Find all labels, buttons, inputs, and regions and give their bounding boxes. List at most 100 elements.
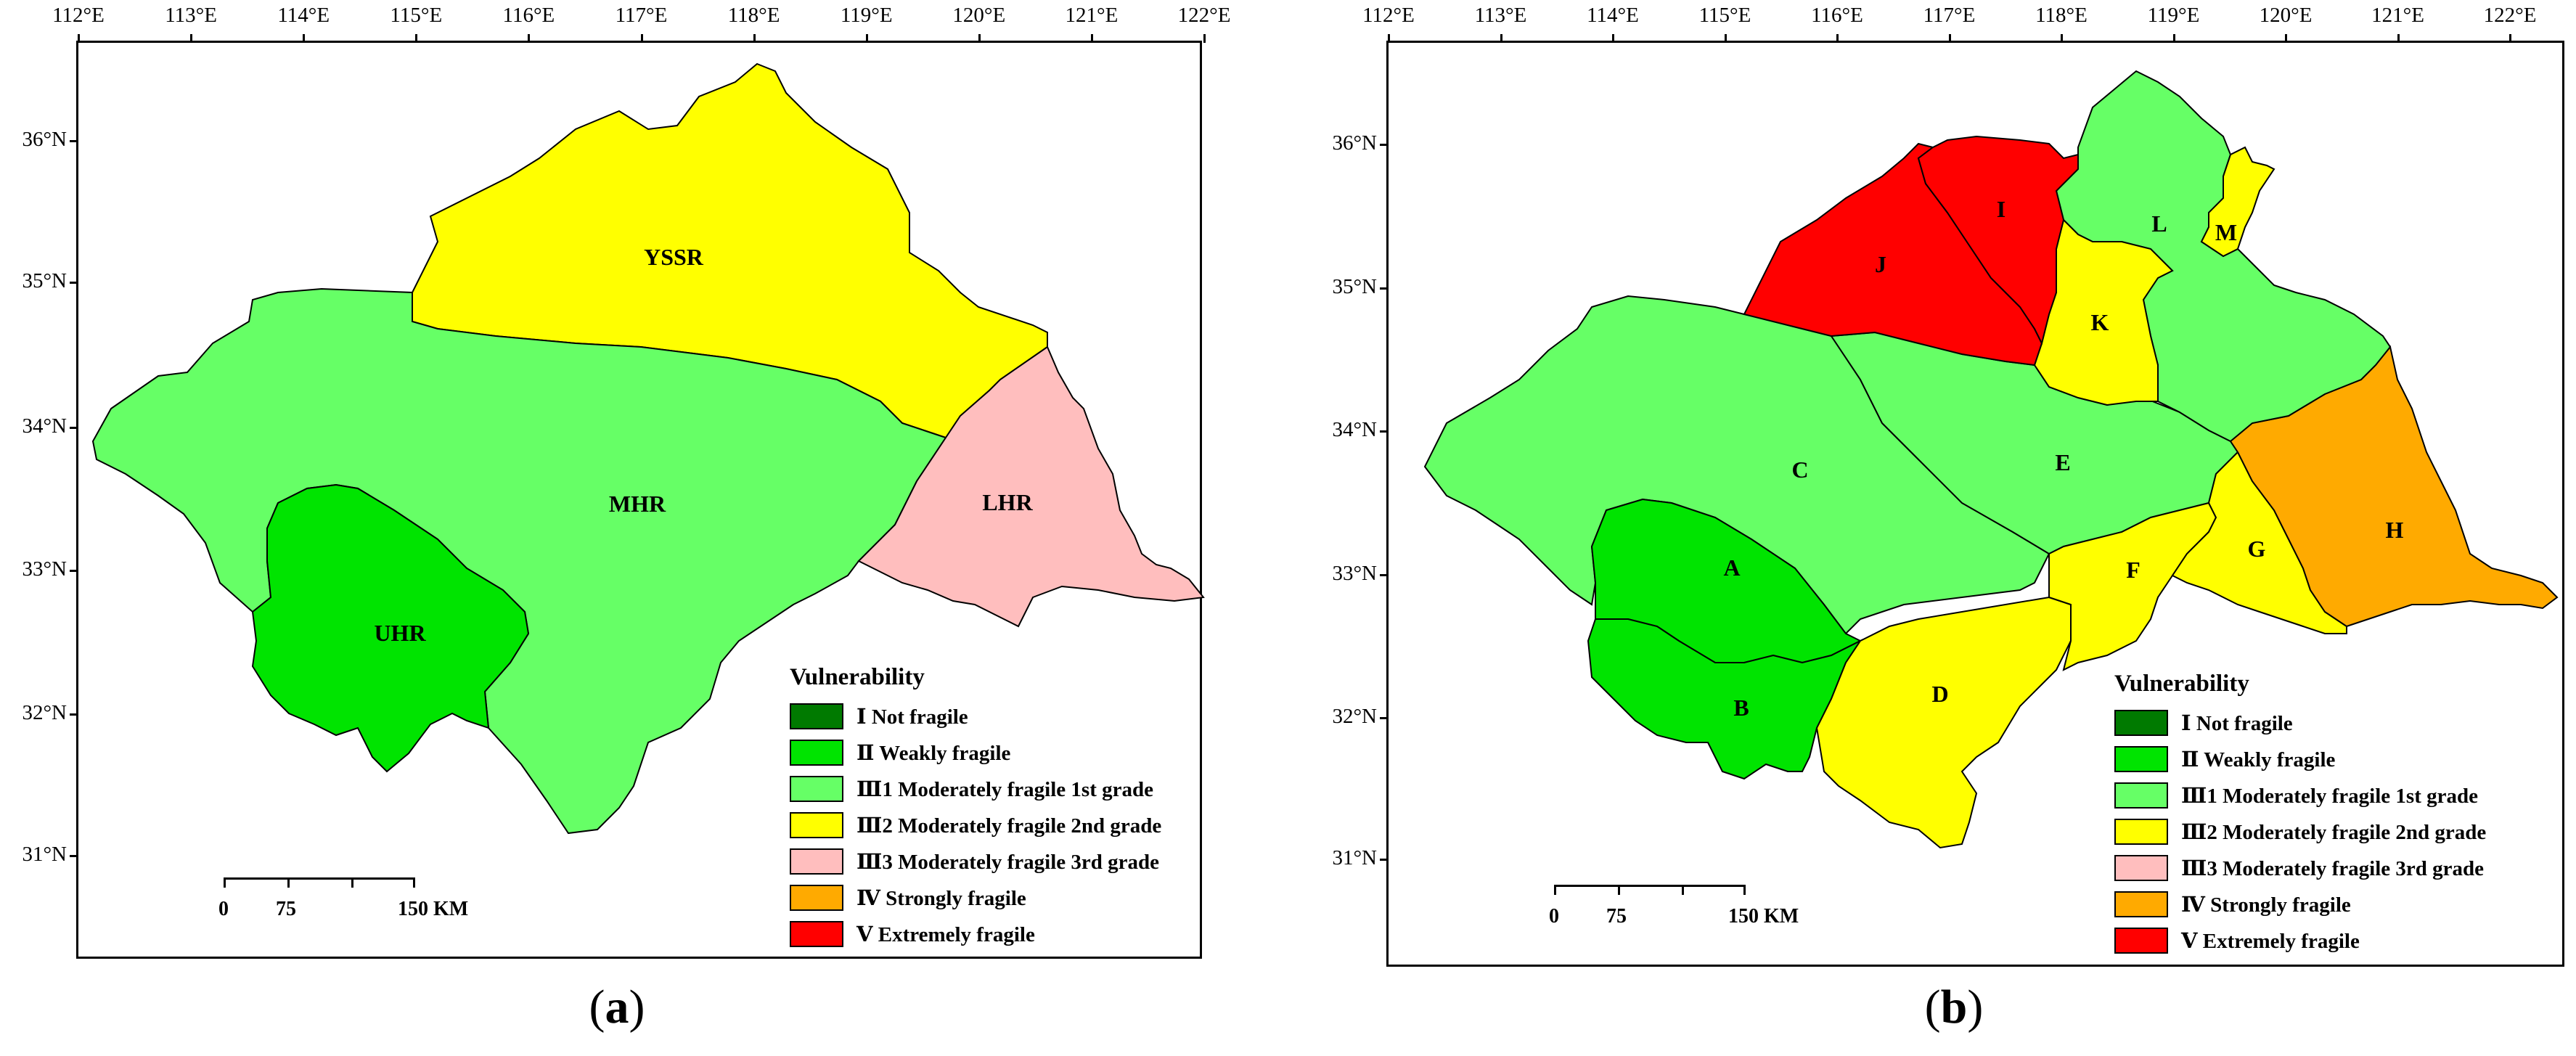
longitude-tick <box>1836 34 1839 43</box>
latitude-label: 35°N <box>1332 275 1377 298</box>
region-m <box>2200 146 2276 258</box>
legend-swatch <box>790 740 843 766</box>
longitude-tick <box>2397 34 2400 43</box>
legend-title: Vulnerability <box>790 664 925 690</box>
longitude-label: 115°E <box>390 4 443 27</box>
region-lhr <box>857 345 1205 628</box>
latitude-label: 31°N <box>22 843 67 866</box>
longitude-label: 112°E <box>1362 4 1415 27</box>
latitude-tick <box>70 713 78 716</box>
legend-label: Ⅲ3 Moderately fragile 3rd grade <box>2181 856 2485 880</box>
longitude-tick <box>2172 34 2175 43</box>
map-frame-a: 112°E 113°E 114°E 115°E 116°E 117°E 118°E 119°E… <box>22 4 1230 959</box>
legend-label: Ⅰ Not fragile <box>2181 711 2293 735</box>
latitude-label: 36°N <box>22 128 67 151</box>
latitude-label: 33°N <box>1332 562 1377 585</box>
region-label-yssr: YSSR <box>644 244 704 270</box>
legend-item: Ⅱ Weakly fragile <box>2114 741 2486 777</box>
longitude-label: 115°E <box>1698 4 1751 27</box>
longitude-label: 122°E <box>2483 4 2537 27</box>
legend-a: Vulnerability Ⅰ Not fragile Ⅱ Weakly frag… <box>790 664 1161 952</box>
longitude-label: 119°E <box>840 4 893 27</box>
longitude-tick <box>78 34 80 43</box>
legend-items-b: Ⅰ Not fragile Ⅱ Weakly fragile Ⅲ1 Moderate… <box>2114 705 2486 959</box>
longitude-tick <box>1090 34 1093 43</box>
latitude-tick <box>70 855 78 857</box>
legend-swatch <box>2114 746 2168 772</box>
legend-item: Ⅲ2 Moderately fragile 2nd grade <box>790 807 1161 843</box>
region-label-b: B <box>1733 695 1749 721</box>
longitude-label: 117°E <box>615 4 668 27</box>
longitude-tick <box>2509 34 2511 43</box>
longitude-label: 121°E <box>2371 4 2424 27</box>
legend-swatch <box>790 921 843 947</box>
latitude-tick <box>1380 430 1389 433</box>
region-label-lhr: LHR <box>982 489 1033 515</box>
legend-swatch <box>2114 855 2168 881</box>
legend-swatch <box>790 848 843 875</box>
legend-label: Ⅳ Strongly fragile <box>856 886 1026 910</box>
region-b <box>1587 618 1863 780</box>
region-label-mhr: MHR <box>609 491 666 517</box>
scale-label-75: 75 <box>1606 905 1627 928</box>
latitude-label: 34°N <box>22 414 67 438</box>
longitude-tick <box>528 34 531 43</box>
longitude-label: 114°E <box>277 4 330 27</box>
legend-label: Ⅰ Not fragile <box>856 705 968 729</box>
legend-label: Ⅴ Extremely fragile <box>2181 929 2360 953</box>
legend-item: Ⅰ Not fragile <box>2114 705 2486 741</box>
latitude-label: 32°N <box>22 701 67 724</box>
region-label-m: M <box>2215 219 2237 245</box>
longitude-tick <box>2285 34 2287 43</box>
legend-swatch <box>790 776 843 802</box>
legend-swatch <box>2114 928 2168 954</box>
caption-b: (b) <box>1924 981 1984 1034</box>
legend-label: Ⅲ1 Moderately fragile 1st grade <box>856 777 1153 801</box>
latitude-tick <box>70 427 78 429</box>
region-label-e: E <box>2055 449 2070 475</box>
region-label-uhr: UHR <box>374 620 426 646</box>
latitude-tick <box>1380 574 1389 576</box>
legend-item: Ⅳ Strongly fragile <box>2114 886 2486 922</box>
region-label-j: J <box>1875 251 1886 277</box>
legend-label: Ⅲ2 Moderately fragile 2nd grade <box>2181 820 2487 844</box>
longitude-tick <box>1500 34 1502 43</box>
region-label-g: G <box>2248 536 2266 562</box>
legend-label: Ⅱ Weakly fragile <box>2181 748 2336 771</box>
latitude-tick <box>1380 144 1389 146</box>
scale-label-75: 75 <box>276 898 296 920</box>
legend-title: Vulnerability <box>2114 671 2249 697</box>
latitude-label: 33°N <box>22 557 67 581</box>
legend-item: Ⅲ1 Moderately fragile 1st grade <box>790 771 1161 807</box>
longitude-label: 113°E <box>1474 4 1527 27</box>
longitude-label: 122°E <box>1177 4 1231 27</box>
longitude-tick <box>1388 34 1390 43</box>
longitude-tick <box>2061 34 2063 43</box>
legend-swatch <box>2114 710 2168 736</box>
latitude-label: 34°N <box>1332 418 1377 441</box>
legend-swatch <box>2114 891 2168 917</box>
legend-item: Ⅱ Weakly fragile <box>790 734 1161 771</box>
latitude-tick <box>1380 717 1389 719</box>
latitude-tick <box>70 140 78 142</box>
latitude-tick <box>1380 287 1389 290</box>
longitude-tick <box>978 34 981 43</box>
region-label-c: C <box>1791 457 1808 483</box>
longitude-label: 118°E <box>2035 4 2088 27</box>
scale-label-0: 0 <box>218 898 229 920</box>
longitude-label: 119°E <box>2147 4 2200 27</box>
legend-item: Ⅲ3 Moderately fragile 3rd grade <box>2114 850 2486 886</box>
region-label-f: F <box>2126 557 2140 583</box>
map-frame-b: 112°E 113°E 114°E 115°E 116°E 117°E 118°E 119°E… <box>1332 4 2564 967</box>
legend-swatch <box>2114 782 2168 809</box>
longitude-tick <box>1203 34 1206 43</box>
legend-item: Ⅲ1 Moderately fragile 1st grade <box>2114 777 2486 814</box>
map-canvas-b: A B C D E F G H I J K L M <box>1423 70 2559 849</box>
region-label-h: H <box>2386 517 2404 543</box>
longitude-tick <box>415 34 418 43</box>
legend-label: Ⅲ1 Moderately fragile 1st grade <box>2181 784 2478 808</box>
region-label-a: A <box>1723 554 1740 581</box>
longitude-tick <box>303 34 306 43</box>
longitude-label: 112°E <box>52 4 105 27</box>
longitude-tick <box>865 34 868 43</box>
